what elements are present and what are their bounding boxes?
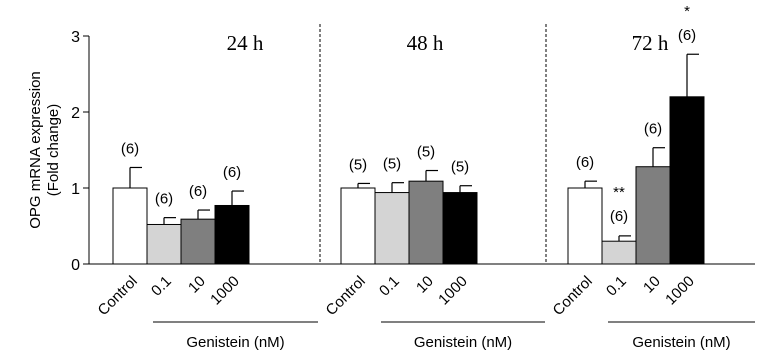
- category-label: Control: [95, 273, 141, 319]
- y-axis-label: OPG mRNA expression: [27, 71, 44, 229]
- category-label: 10: [185, 273, 209, 297]
- y-tick-label: 3: [71, 29, 80, 46]
- n-label: (6): [678, 27, 696, 44]
- n-label: (6): [121, 140, 139, 157]
- category-label: 1000: [207, 273, 243, 309]
- category-label: 0.1: [603, 273, 630, 300]
- y-tick-label: 2: [71, 105, 80, 122]
- panel-title: 72 h: [632, 31, 669, 55]
- category-label: Control: [550, 273, 596, 319]
- bar: [601, 240, 637, 265]
- bar: [214, 204, 250, 265]
- category-label: 1000: [435, 273, 471, 309]
- n-label: (6): [223, 164, 241, 181]
- n-label: (6): [189, 183, 207, 200]
- n-label: (5): [417, 144, 435, 161]
- n-label: (5): [451, 159, 469, 176]
- n-label: (6): [644, 121, 662, 138]
- y-axis-label-unit: (Fold change): [45, 104, 62, 197]
- bar: [635, 166, 671, 265]
- category-label: 0.1: [148, 273, 175, 300]
- category-label: 1000: [662, 273, 698, 309]
- panel-title: 48 h: [407, 31, 444, 55]
- group-label: Genistein (nM): [414, 334, 512, 351]
- n-label: (6): [576, 154, 594, 171]
- significance-mark: **: [613, 184, 625, 201]
- significance-mark: *: [684, 3, 690, 20]
- y-tick-label: 1: [71, 181, 80, 198]
- group-label: Genistein (nM): [186, 334, 284, 351]
- group-label: Genistein (nM): [632, 334, 730, 351]
- n-label: (5): [349, 156, 367, 173]
- panel-title: 24 h: [227, 31, 264, 55]
- bar: [374, 192, 410, 265]
- category-label: 10: [640, 273, 664, 297]
- category-label: Control: [323, 273, 369, 319]
- n-label: (6): [610, 208, 628, 225]
- bar: [442, 192, 478, 265]
- n-label: (5): [383, 156, 401, 173]
- y-tick-label: 0: [71, 257, 80, 274]
- category-label: 0.1: [376, 273, 403, 300]
- bar: [408, 180, 444, 265]
- bar: [180, 218, 216, 265]
- n-label: (6): [155, 191, 173, 208]
- bar: [146, 223, 182, 265]
- bar: [567, 187, 603, 265]
- bar: [112, 187, 148, 265]
- bar: [340, 187, 376, 265]
- category-label: 10: [413, 273, 437, 297]
- bar: [669, 96, 705, 265]
